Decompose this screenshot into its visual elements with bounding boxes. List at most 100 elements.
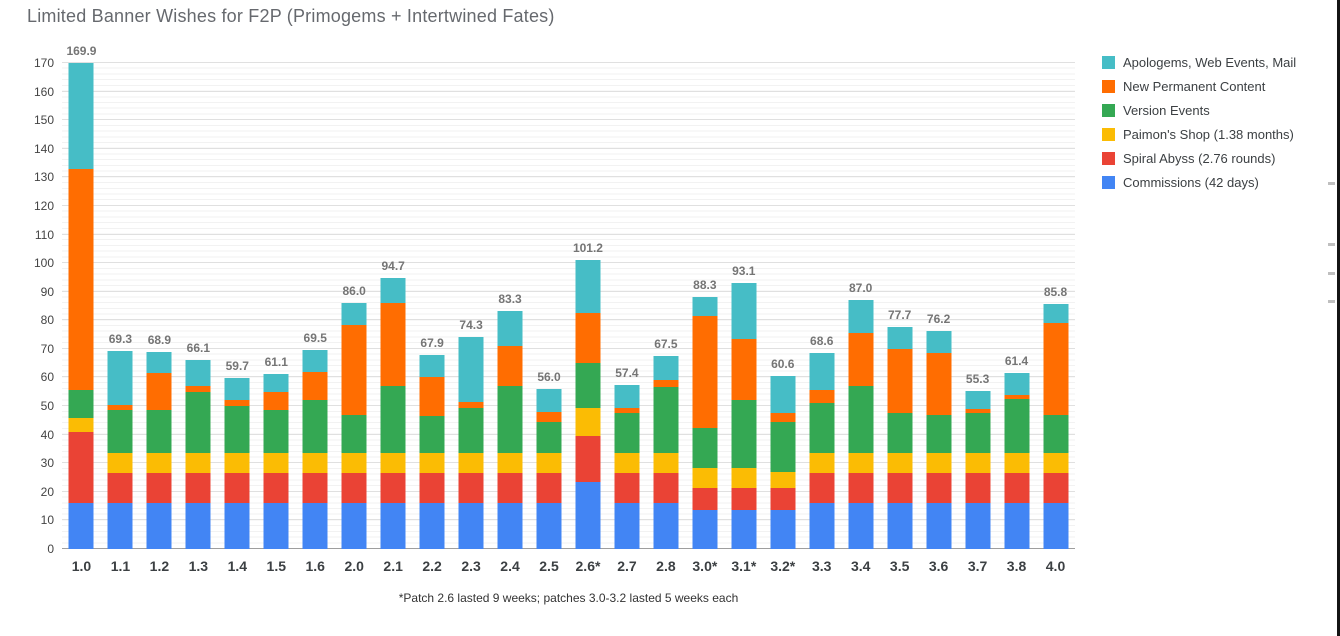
bar-segment-new-permanent-content[interactable] — [419, 377, 445, 417]
bar-segment-paimons-shop[interactable] — [224, 453, 250, 474]
bar-segment-spiral-abyss[interactable] — [107, 473, 133, 504]
bar-segment-commissions[interactable] — [887, 503, 913, 549]
bar-segment-apologems[interactable] — [536, 388, 562, 412]
bar-segment-apologems[interactable] — [224, 378, 250, 401]
bar-segment-paimons-shop[interactable] — [653, 453, 679, 474]
bar-segment-spiral-abyss[interactable] — [809, 473, 835, 504]
bar-segment-new-permanent-content[interactable] — [263, 391, 289, 411]
bar-segment-commissions[interactable] — [224, 503, 250, 549]
bar-segment-version-events[interactable] — [692, 427, 718, 468]
bar-segment-version-events[interactable] — [770, 421, 796, 472]
bar-segment-spiral-abyss[interactable] — [1004, 473, 1030, 504]
bar-segment-paimons-shop[interactable] — [380, 453, 406, 474]
bar-segment-commissions[interactable] — [341, 503, 367, 549]
bar-segment-version-events[interactable] — [1043, 414, 1068, 454]
bar-segment-paimons-shop[interactable] — [341, 453, 367, 474]
bar-segment-spiral-abyss[interactable] — [536, 473, 562, 504]
bar-segment-spiral-abyss[interactable] — [458, 473, 484, 504]
bar-segment-apologems[interactable] — [107, 350, 133, 405]
bar-segment-apologems[interactable] — [1043, 303, 1068, 324]
legend-item-apologems[interactable]: Apologems, Web Events, Mail — [1102, 54, 1296, 70]
bar-segment-paimons-shop[interactable] — [887, 453, 913, 474]
bar-segment-commissions[interactable] — [1043, 503, 1068, 549]
bar-segment-new-permanent-content[interactable] — [380, 303, 406, 387]
bar-segment-new-permanent-content[interactable] — [848, 333, 874, 387]
bar-segment-paimons-shop[interactable] — [770, 471, 796, 488]
bar-segment-spiral-abyss[interactable] — [770, 487, 796, 511]
bar-segment-version-events[interactable] — [68, 390, 94, 418]
bar-segment-apologems[interactable] — [965, 390, 991, 409]
bar-segment-commissions[interactable] — [380, 503, 406, 549]
bar-segment-apologems[interactable] — [614, 384, 640, 408]
bar-segment-new-permanent-content[interactable] — [965, 408, 991, 414]
bar-segment-apologems[interactable] — [809, 352, 835, 391]
bar-segment-spiral-abyss[interactable] — [341, 473, 367, 504]
bar-segment-commissions[interactable] — [419, 503, 445, 549]
bar-segment-paimons-shop[interactable] — [419, 453, 445, 474]
bar-segment-spiral-abyss[interactable] — [263, 473, 289, 504]
bar-segment-version-events[interactable] — [185, 391, 211, 454]
bar-segment-apologems[interactable] — [458, 336, 484, 402]
bar-segment-spiral-abyss[interactable] — [1043, 473, 1068, 504]
bar-segment-apologems[interactable] — [341, 303, 367, 325]
bar-segment-paimons-shop[interactable] — [302, 453, 328, 474]
bar-segment-apologems[interactable] — [146, 352, 172, 374]
legend-item-paimons-shop[interactable]: Paimon's Shop (1.38 months) — [1102, 126, 1296, 142]
bar-segment-commissions[interactable] — [107, 503, 133, 549]
bar-segment-paimons-shop[interactable] — [146, 453, 172, 474]
bar-segment-version-events[interactable] — [458, 407, 484, 454]
bar-segment-apologems[interactable] — [1004, 373, 1030, 395]
bar-segment-new-permanent-content[interactable] — [302, 371, 328, 401]
bar-segment-spiral-abyss[interactable] — [692, 487, 718, 511]
bar-segment-commissions[interactable] — [68, 503, 94, 549]
bar-segment-apologems[interactable] — [848, 300, 874, 334]
bar-segment-commissions[interactable] — [731, 510, 757, 549]
bar-segment-apologems[interactable] — [926, 331, 952, 354]
bar-segment-commissions[interactable] — [185, 503, 211, 549]
bar-segment-new-permanent-content[interactable] — [614, 407, 640, 414]
bar-segment-new-permanent-content[interactable] — [575, 313, 601, 364]
bar-segment-spiral-abyss[interactable] — [653, 473, 679, 504]
bar-segment-commissions[interactable] — [146, 503, 172, 549]
bar-segment-new-permanent-content[interactable] — [146, 373, 172, 411]
bar-segment-new-permanent-content[interactable] — [809, 390, 835, 404]
bar-segment-spiral-abyss[interactable] — [926, 473, 952, 504]
bar-segment-spiral-abyss[interactable] — [302, 473, 328, 504]
bar-segment-new-permanent-content[interactable] — [887, 348, 913, 414]
bar-segment-new-permanent-content[interactable] — [1043, 323, 1068, 415]
bar-segment-apologems[interactable] — [419, 354, 445, 378]
bar-segment-version-events[interactable] — [575, 363, 601, 408]
bar-segment-spiral-abyss[interactable] — [965, 473, 991, 504]
bar-segment-version-events[interactable] — [965, 413, 991, 454]
bar-segment-paimons-shop[interactable] — [614, 453, 640, 474]
bar-segment-version-events[interactable] — [224, 406, 250, 454]
bar-segment-paimons-shop[interactable] — [497, 453, 523, 474]
bar-segment-spiral-abyss[interactable] — [848, 473, 874, 504]
bar-segment-commissions[interactable] — [263, 503, 289, 549]
bar-segment-spiral-abyss[interactable] — [614, 473, 640, 504]
bar-segment-version-events[interactable] — [146, 410, 172, 454]
bar-segment-commissions[interactable] — [965, 503, 991, 549]
bar-segment-version-events[interactable] — [731, 400, 757, 468]
bar-segment-paimons-shop[interactable] — [848, 453, 874, 474]
bar-segment-version-events[interactable] — [536, 421, 562, 454]
bar-segment-spiral-abyss[interactable] — [68, 431, 94, 504]
bar-segment-commissions[interactable] — [926, 503, 952, 549]
bar-segment-new-permanent-content[interactable] — [68, 168, 94, 391]
bar-segment-paimons-shop[interactable] — [536, 453, 562, 474]
bar-segment-version-events[interactable] — [263, 410, 289, 454]
bar-segment-new-permanent-content[interactable] — [770, 413, 796, 422]
bar-segment-paimons-shop[interactable] — [1004, 453, 1030, 474]
bar-segment-new-permanent-content[interactable] — [731, 338, 757, 401]
bar-segment-new-permanent-content[interactable] — [341, 324, 367, 415]
bar-segment-version-events[interactable] — [497, 386, 523, 454]
bar-segment-commissions[interactable] — [653, 503, 679, 549]
bar-segment-apologems[interactable] — [692, 296, 718, 317]
bar-segment-new-permanent-content[interactable] — [692, 316, 718, 428]
bar-segment-apologems[interactable] — [263, 374, 289, 392]
legend-item-spiral-abyss[interactable]: Spiral Abyss (2.76 rounds) — [1102, 150, 1296, 166]
bar-segment-version-events[interactable] — [614, 413, 640, 454]
bar-segment-version-events[interactable] — [809, 403, 835, 454]
bar-segment-new-permanent-content[interactable] — [458, 401, 484, 408]
bar-segment-spiral-abyss[interactable] — [146, 473, 172, 504]
